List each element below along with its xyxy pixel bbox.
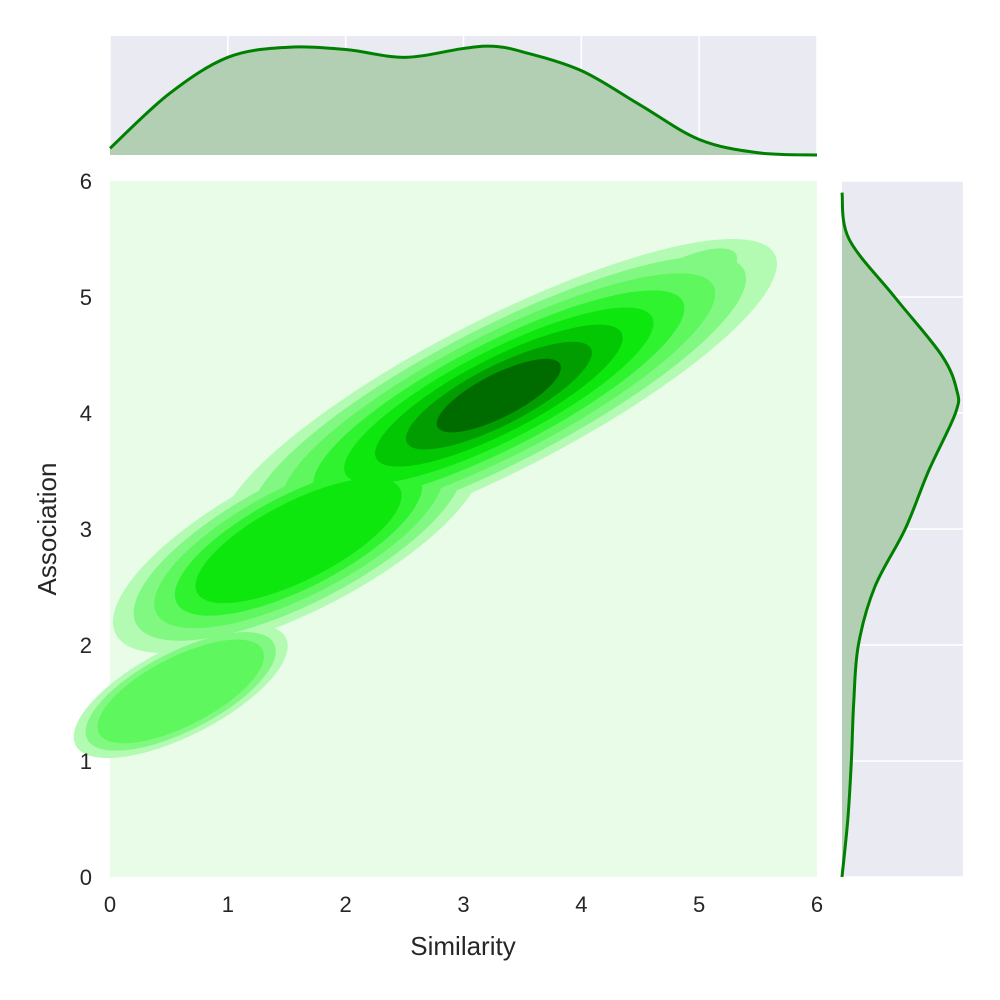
top-marginal-density-fill [110, 46, 817, 155]
right-marginal-density-fill [842, 192, 959, 878]
y-tick-label: 5 [80, 285, 92, 310]
x-tick-labels: 0 1 2 3 4 5 6 [104, 892, 823, 917]
kde-contour-level-4 [195, 478, 402, 604]
x-axis-title: Similarity [410, 931, 515, 961]
y-tick-label: 6 [80, 169, 92, 194]
x-tick-label: 6 [811, 892, 823, 917]
right-marginal-plot [840, 180, 963, 878]
y-tick-label: 1 [80, 749, 92, 774]
x-tick-label: 1 [222, 892, 234, 917]
x-tick-label: 0 [104, 892, 116, 917]
kde-contour-level-7 [436, 358, 561, 433]
kde-contour-level-2 [97, 639, 264, 744]
y-tick-labels: 0 1 2 3 4 5 6 [80, 169, 92, 890]
y-tick-label: 3 [80, 517, 92, 542]
y-axis-title: Association [32, 463, 62, 596]
joint-kde-plot [73, 181, 817, 877]
x-tick-label: 2 [340, 892, 352, 917]
y-tick-label: 0 [80, 865, 92, 890]
y-tick-label: 4 [80, 401, 92, 426]
x-tick-label: 4 [575, 892, 587, 917]
top-marginal-plot [108, 36, 818, 157]
right-marginal-density-line [840, 192, 961, 878]
y-tick-label: 2 [80, 633, 92, 658]
kde-contours [73, 238, 777, 759]
top-marginal-density-line [108, 44, 818, 157]
x-tick-label: 5 [693, 892, 705, 917]
x-tick-label: 3 [457, 892, 469, 917]
